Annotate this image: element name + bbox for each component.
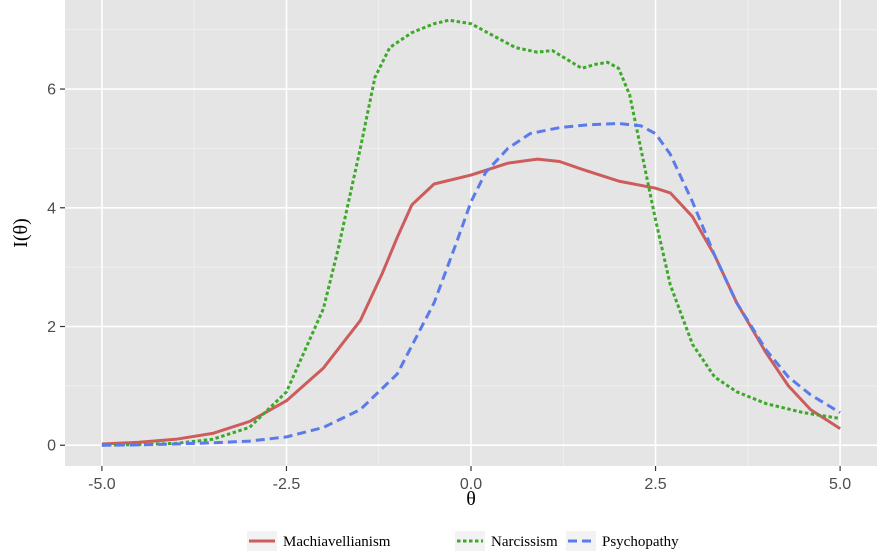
x-axis-title: θ (466, 488, 476, 510)
y-axis: 0 2 4 6 (47, 82, 65, 455)
x-tick-label: 0.0 (460, 476, 482, 493)
y-tick-label: 0 (47, 438, 56, 455)
x-tick-label: -5.0 (88, 476, 116, 493)
legend: Machiavellianism Narcissism Psychopathy (247, 531, 679, 551)
series-layer (101, 18, 841, 447)
legend-key (566, 531, 596, 551)
x-tick-label: 5.0 (829, 476, 851, 493)
x-axis: -5.0 -2.5 0.0 2.5 5.0 (88, 466, 851, 493)
legend-item-machiavellianism: Machiavellianism (247, 531, 391, 551)
x-tick-label: 2.5 (644, 476, 666, 493)
series-line-narcissism (101, 18, 841, 447)
y-tick-label: 2 (47, 319, 56, 336)
y-tick-label: 6 (47, 82, 56, 99)
series-line-psychopathy (101, 122, 841, 447)
legend-item-narcissism: Narcissism (455, 531, 558, 551)
y-axis-title: I(θ) (10, 218, 32, 248)
legend-label: Psychopathy (602, 534, 679, 550)
legend-label: Narcissism (491, 534, 558, 550)
series-line-machiavellianism (101, 157, 841, 446)
x-tick-label: -2.5 (273, 476, 301, 493)
legend-label: Machiavellianism (283, 534, 391, 550)
legend-item-psychopathy: Psychopathy (566, 531, 679, 551)
y-tick-label: 4 (47, 200, 56, 217)
